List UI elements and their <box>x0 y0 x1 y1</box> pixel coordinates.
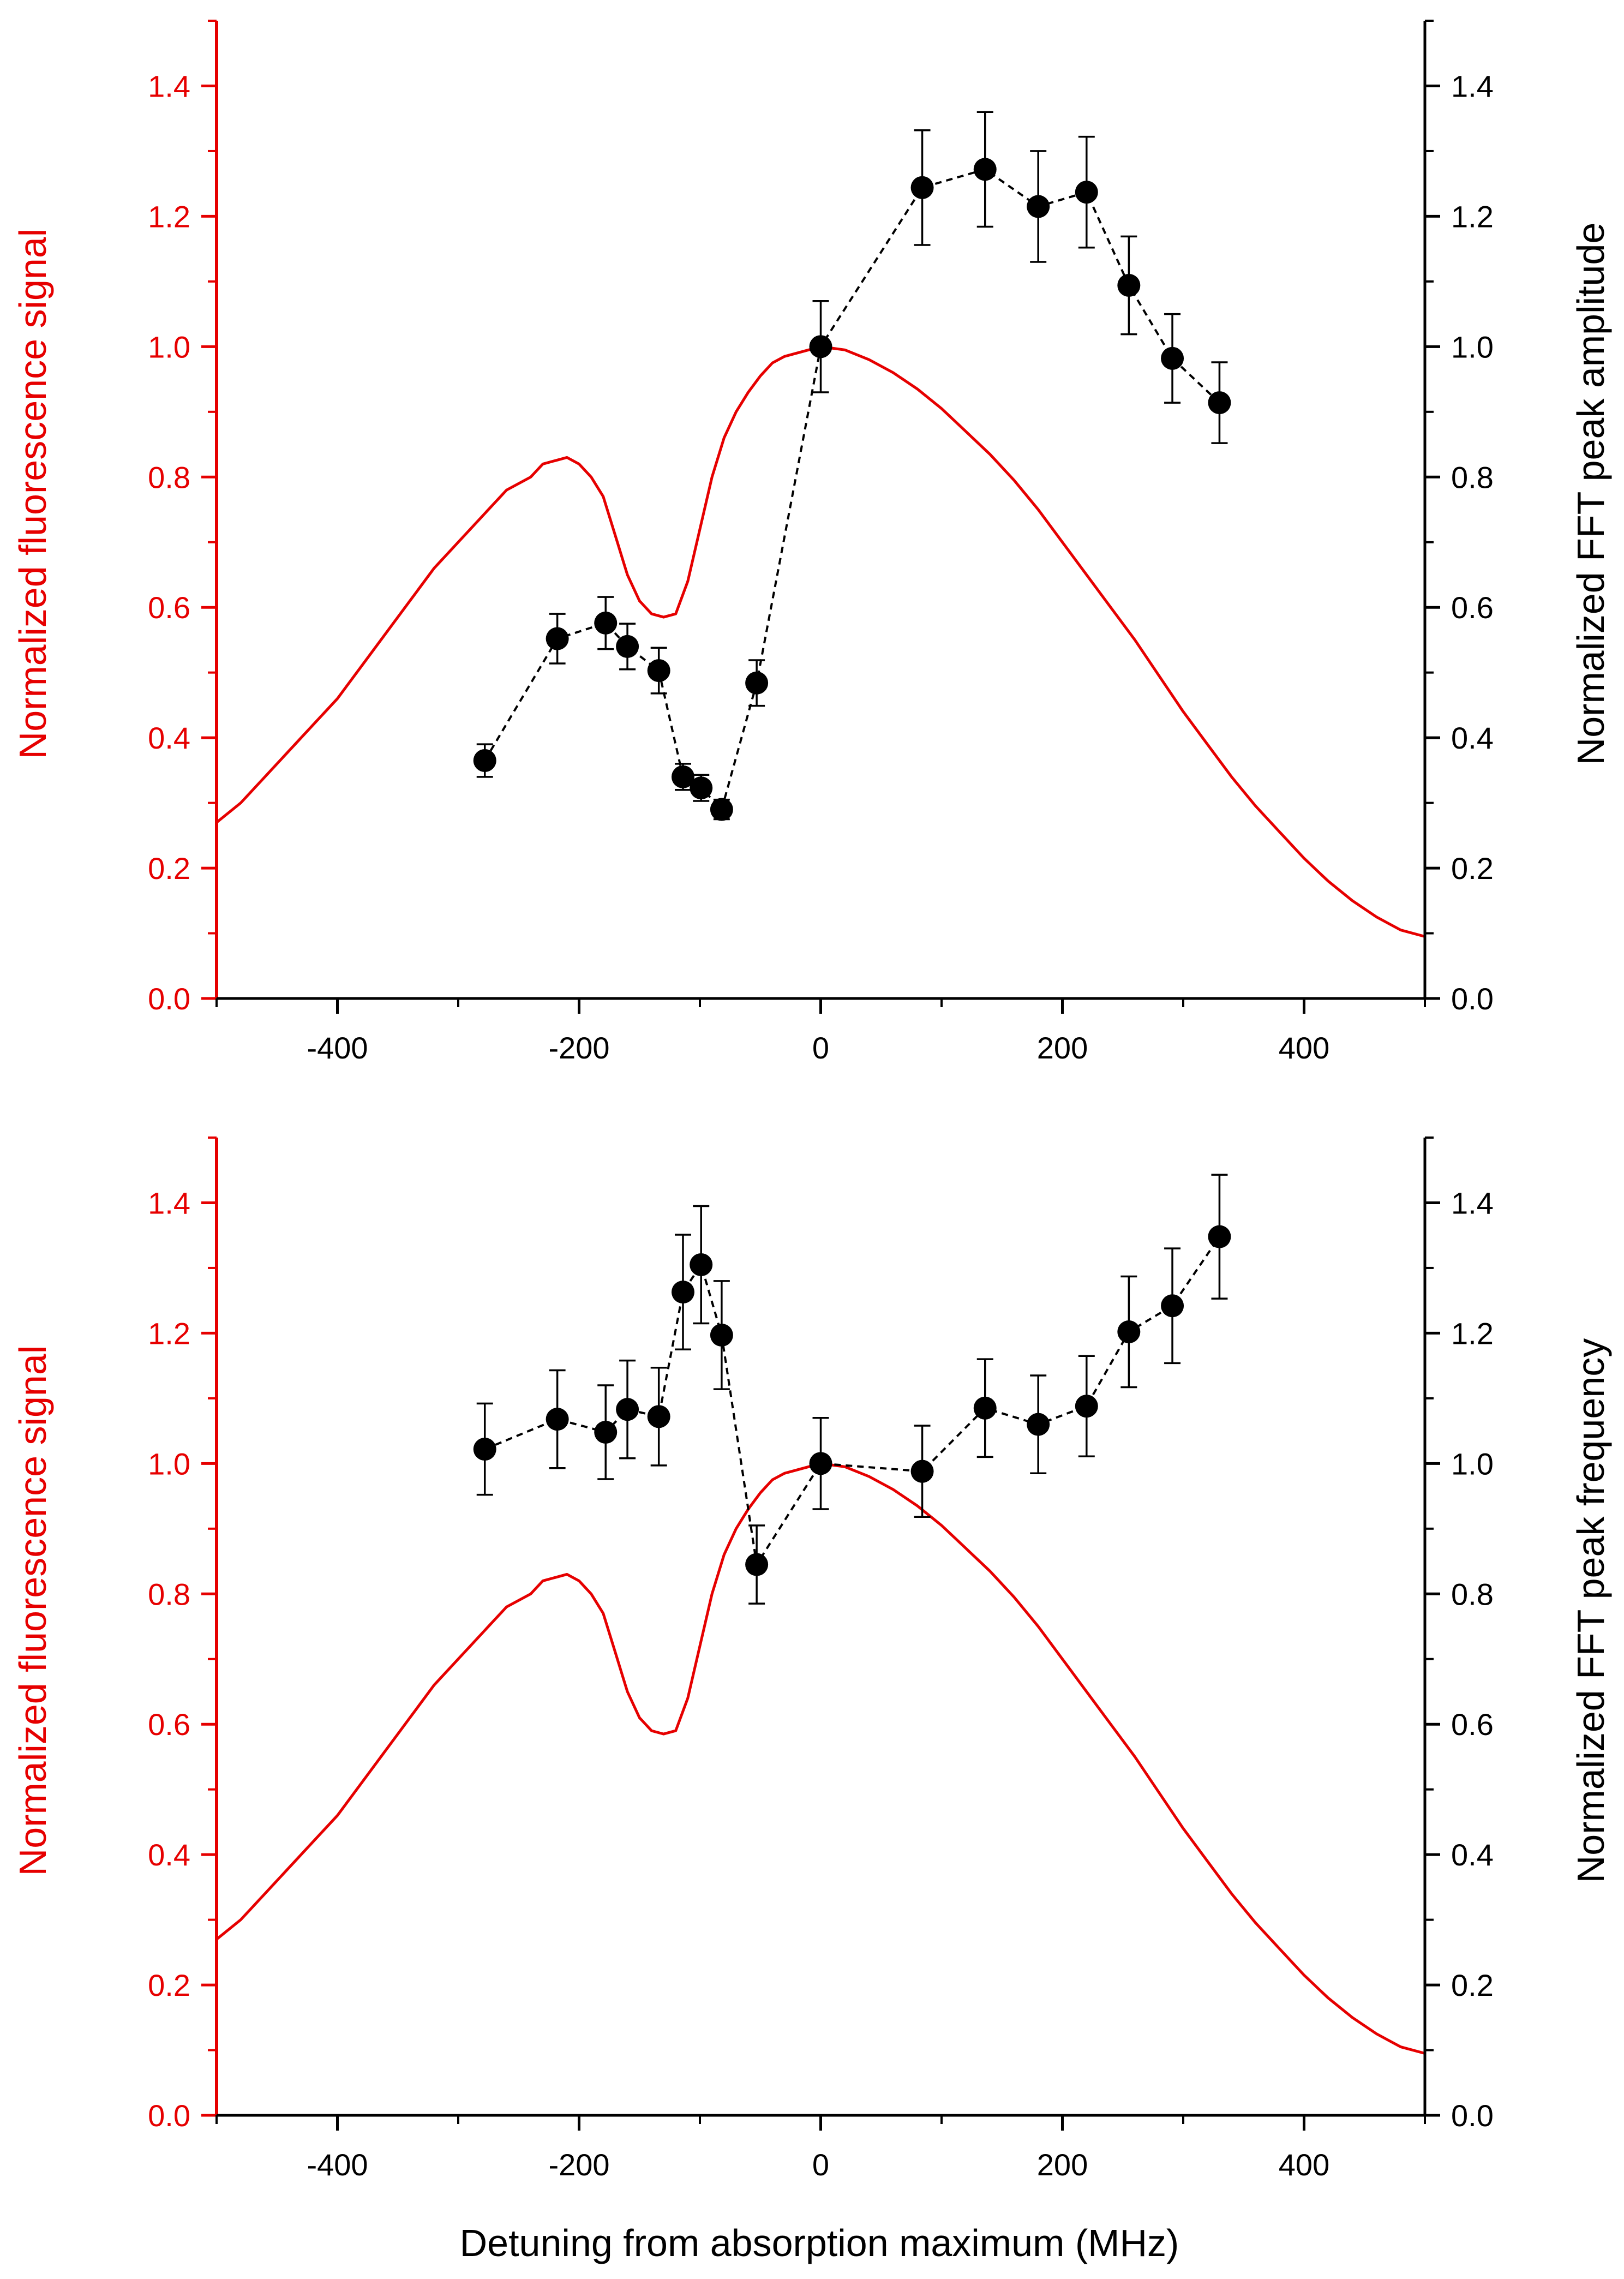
panel-bottom-right-tick-label: 1.2 <box>1451 1316 1494 1350</box>
panel-top-fft-series <box>473 111 1231 821</box>
panel-bottom-left-tick-label: 1.2 <box>148 1316 190 1350</box>
panel-top-left-tick-label: 1.2 <box>148 199 190 234</box>
panel-top-x-tick-label: -200 <box>548 1031 609 1065</box>
panel-top-right-tick-label: 1.2 <box>1451 199 1494 234</box>
panel-top-fft-point <box>1075 181 1098 204</box>
panel-bottom-right-tick-label: 0.8 <box>1451 1577 1494 1611</box>
panel-bottom-fft-point <box>473 1438 496 1461</box>
panel-top-right-tick-label: 1.4 <box>1451 69 1494 103</box>
panel-bottom-left-tick-label: 0.2 <box>148 1968 190 2002</box>
panel-bottom-left-tick-label: 1.4 <box>148 1186 190 1220</box>
panel-top-fft-point <box>745 671 769 695</box>
panel-bottom-left-ylabel: Normalized fluorescence signal <box>11 1345 54 1876</box>
panel-top-fft-point <box>616 635 639 658</box>
panel-bottom-x-tick-label: -200 <box>548 2148 609 2182</box>
panel-top-right-tick-label: 1.0 <box>1451 330 1494 364</box>
panel-top-left-tick-label: 0.8 <box>148 460 190 494</box>
panel-top-left-ylabel: Normalized fluorescence signal <box>11 229 54 759</box>
panel-bottom-fft-point <box>745 1553 769 1576</box>
panel-bottom-fft-point <box>546 1408 569 1431</box>
panel-top-fluorescence-series <box>215 345 1425 938</box>
panel-bottom-left-tick-label: 0.4 <box>148 1838 190 1872</box>
panel-top-right-tick-label: 0.8 <box>1451 460 1494 494</box>
panel-top-fft-point <box>594 611 618 635</box>
panel-top-x-tick-label: 200 <box>1037 1031 1088 1065</box>
panel-top-fft-point <box>809 335 832 358</box>
panel-top-right-tick-label: 0.4 <box>1451 721 1494 755</box>
panel-top-axes: 0.0 0.0 0.2 0.2 0.4 0.4 0.6 0.6 0.8 0.8 1.0 1.0 1.2 1… <box>148 20 1494 1065</box>
panel-bottom-x-tick-label: 400 <box>1279 2148 1329 2182</box>
panel-bottom-right-tick-label: 1.0 <box>1451 1446 1494 1481</box>
panel-top-right-tick-label: 0.2 <box>1451 851 1494 886</box>
panel-bottom-fft-point <box>594 1420 618 1444</box>
panel-bottom-fft-point <box>710 1323 733 1347</box>
panel-top-left-tick-label: 0.6 <box>148 590 190 625</box>
panel-bottom-right-tick-label: 0.4 <box>1451 1838 1494 1872</box>
panel-bottom-axes: 0.0 0.0 0.2 0.2 0.4 0.4 0.6 0.6 0.8 0.8 1.0 1.0 1.2 1… <box>148 1136 1494 2182</box>
panel-bottom-fft-series <box>473 1174 1231 1605</box>
panel-top-fft-point <box>671 765 694 788</box>
panel-bottom-x-tick-label: -400 <box>307 2148 368 2182</box>
panel-bottom-right-tick-label: 0.6 <box>1451 1707 1494 1742</box>
panel-top-fluorescence-line <box>215 345 1425 938</box>
panel-bottom-fft-point <box>690 1253 713 1276</box>
panel-bottom-x-tick-label: 200 <box>1037 2148 1088 2182</box>
panel-top-fft-point <box>973 158 997 181</box>
panel-bottom-fft-point <box>647 1405 670 1428</box>
panel-bottom-right-tick-label: 0.2 <box>1451 1968 1494 2002</box>
panel-top-fft-point <box>473 749 496 772</box>
panel-bottom-fft-point <box>671 1281 694 1304</box>
panel-top-fft-point <box>1161 346 1184 370</box>
panel-bottom-right-ylabel: Normalized FFT peak frequency <box>1569 1338 1612 1883</box>
panel-bottom-fft-point <box>1208 1225 1231 1248</box>
panel-top-left-tick-label: 1.0 <box>148 330 190 364</box>
panel-bottom-x-tick-label: 0 <box>812 2148 829 2182</box>
panel-bottom-fft-point <box>1161 1294 1184 1318</box>
panel-top-fft-point <box>1117 274 1141 297</box>
panel-top-right-tick-label: 0.0 <box>1451 982 1494 1016</box>
panel-bottom-fft-point <box>973 1396 997 1420</box>
panel-top-x-tick-label: -400 <box>307 1031 368 1065</box>
panel-top-x-tick-label: 0 <box>812 1031 829 1065</box>
panel-bottom-fft-point <box>809 1452 832 1475</box>
panel-top-fft-point <box>910 176 934 199</box>
panel-bottom-fft-point <box>1027 1413 1050 1436</box>
panel-top-left-tick-label: 0.4 <box>148 721 190 755</box>
panel-top-left-tick-label: 0.0 <box>148 982 190 1016</box>
panel-top-fft-point <box>1027 195 1050 218</box>
panel-bottom-left-tick-label: 0.8 <box>148 1577 190 1611</box>
panel-bottom-right-tick-label: 0.0 <box>1451 2098 1494 2133</box>
panel-bottom-fft-point <box>910 1459 934 1483</box>
panel-top-right-ylabel: Normalized FFT peak amplitude <box>1569 223 1612 765</box>
panel-top-x-tick-label: 400 <box>1279 1031 1329 1065</box>
panel-bottom-left-tick-label: 0.0 <box>148 2098 190 2133</box>
panel-bottom-fft-point <box>616 1398 639 1421</box>
panel-bottom-left-tick-label: 1.0 <box>148 1446 190 1481</box>
panel-top-left-tick-label: 1.4 <box>148 69 190 103</box>
panel-bottom-fft-point <box>1075 1395 1098 1418</box>
panel-top-left-tick-label: 0.2 <box>148 851 190 886</box>
panel-top-fft-point <box>647 659 670 683</box>
panel-top-fft-point <box>546 627 569 650</box>
panel-bottom: 0.0 0.0 0.2 0.2 0.4 0.4 0.6 0.6 0.8 0.8 1.0 1.0 1.2 1… <box>11 1136 1612 2182</box>
panel-bottom-left-tick-label: 0.6 <box>148 1707 190 1742</box>
panel-top-right-tick-label: 0.6 <box>1451 590 1494 625</box>
panel-top: 0.0 0.0 0.2 0.2 0.4 0.4 0.6 0.6 0.8 0.8 1.0 1.0 1.2 1… <box>11 20 1612 1065</box>
panel-top-fft-point <box>710 798 733 821</box>
panel-bottom-right-tick-label: 1.4 <box>1451 1186 1494 1220</box>
x-axis-title: Detuning from absorption maximum (MHz) <box>460 2222 1179 2264</box>
panel-top-fft-point <box>1208 391 1231 415</box>
panel-top-fft-point <box>690 776 713 800</box>
panel-bottom-fft-point <box>1117 1320 1141 1344</box>
